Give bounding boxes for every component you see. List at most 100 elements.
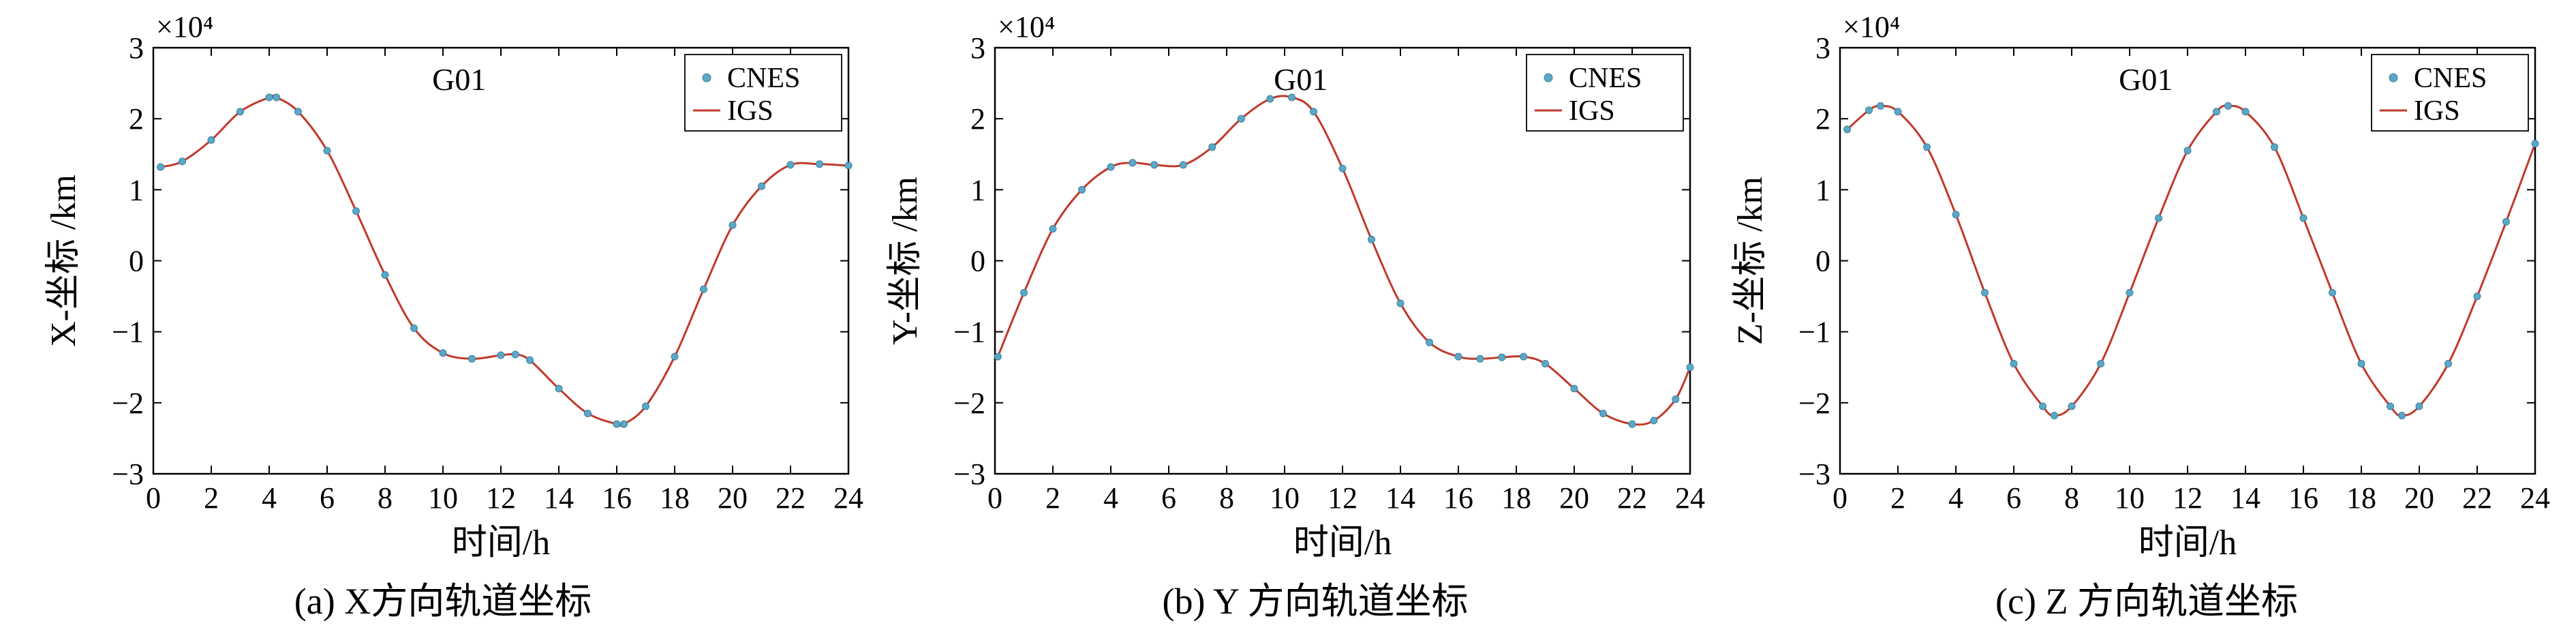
data-point-cnes (1498, 353, 1506, 361)
y-tick-label: 1 (129, 173, 144, 207)
data-point-cnes (844, 162, 853, 170)
x-tick-label: 2 (204, 481, 219, 515)
data-point-cnes (1396, 299, 1405, 307)
x-tick-label: 18 (660, 481, 690, 515)
data-point-cnes (786, 161, 795, 169)
x-tick-label: 16 (2288, 481, 2318, 515)
y-scale-label: ×10⁴ (1843, 10, 1900, 44)
data-point-cnes (1129, 159, 1137, 167)
x-tick-label: 18 (1501, 481, 1531, 515)
x-tick-label: 14 (544, 481, 574, 515)
y-tick-label: 2 (1815, 102, 1830, 136)
data-point-cnes (2183, 147, 2192, 155)
data-point-cnes (2241, 108, 2250, 116)
x-tick-label: 12 (486, 481, 516, 515)
data-point-cnes (2531, 140, 2539, 148)
data-point-cnes (179, 157, 186, 166)
x-tick-label: 22 (2462, 481, 2492, 515)
legend-marker-cnes (702, 73, 711, 82)
data-point-cnes (273, 93, 281, 102)
chart-panel-2: 0 2 4 6 8 10 12 14 16 18 20 22 24−3−2−10123×10⁴G01时间… (886, 10, 1705, 622)
legend-box (2371, 54, 2529, 132)
x-tick-label: 4 (262, 481, 277, 515)
data-point-cnes (816, 160, 823, 168)
data-point-cnes (1208, 143, 1216, 151)
series-points-cnes (157, 93, 853, 428)
legend-marker-cnes (2389, 73, 2398, 82)
x-tick-label: 0 (1833, 481, 1847, 515)
x-tick-label: 12 (1328, 481, 1358, 515)
data-point-cnes (1952, 211, 1960, 219)
data-point-cnes (2387, 402, 2394, 410)
y-scale-label: ×10⁴ (998, 10, 1055, 44)
y-axis-label: Y-坐标 /km (886, 177, 925, 345)
data-point-cnes (729, 221, 737, 229)
data-point-cnes (671, 352, 679, 361)
data-point-cnes (2473, 292, 2481, 301)
data-point-cnes (1686, 363, 1694, 372)
data-point-cnes (2329, 288, 2336, 297)
data-point-cnes (2097, 360, 2104, 367)
figure-caption: (c) Z 方向轨道坐标 (1995, 581, 2298, 622)
x-tick-label: 10 (2115, 481, 2145, 515)
data-point-cnes (497, 351, 505, 359)
legend-marker-cnes (1544, 73, 1553, 82)
x-tick-label: 6 (2006, 481, 2021, 515)
data-point-cnes (2357, 360, 2365, 367)
x-axis-label: 时间/h (1293, 524, 1392, 562)
x-tick-label: 14 (2230, 481, 2260, 515)
y-tick-label: −2 (953, 387, 985, 420)
x-tick-label: 0 (987, 481, 1002, 515)
data-point-cnes (2299, 214, 2307, 222)
data-point-cnes (642, 402, 649, 410)
data-point-cnes (555, 384, 563, 393)
x-tick-label: 24 (1675, 481, 1705, 515)
x-tick-label: 22 (776, 481, 806, 515)
data-point-cnes (2224, 102, 2232, 110)
data-point-cnes (1078, 185, 1086, 194)
data-point-cnes (1650, 417, 1658, 425)
x-tick-label: 6 (1161, 481, 1176, 515)
y-axis-label: Z-坐标 /km (1731, 177, 1770, 345)
y-tick-label: 1 (1815, 173, 1830, 207)
series-line-igs (1846, 104, 2536, 417)
data-point-cnes (468, 354, 476, 363)
data-point-cnes (700, 285, 707, 293)
chart-title: G01 (1274, 62, 1328, 97)
x-axis-label: 时间/h (2138, 524, 2237, 562)
data-point-cnes (294, 108, 302, 116)
y-tick-label: 0 (970, 245, 985, 278)
legend-label-cnes: CNES (1569, 63, 1642, 94)
data-point-cnes (2398, 412, 2406, 420)
data-point-cnes (1894, 108, 1902, 116)
x-tick-label: 4 (1948, 481, 1963, 515)
y-tick-label: 1 (970, 173, 985, 207)
data-point-cnes (584, 410, 592, 417)
series-line-igs (160, 94, 849, 427)
data-point-cnes (1542, 360, 1549, 367)
data-point-cnes (2126, 288, 2134, 297)
data-point-cnes (2415, 402, 2423, 410)
data-point-cnes (439, 349, 447, 357)
data-point-cnes (2155, 214, 2162, 222)
data-point-cnes (1672, 395, 1680, 404)
data-point-cnes (1454, 352, 1462, 361)
data-point-cnes (1237, 115, 1245, 123)
data-point-cnes (1843, 125, 1852, 134)
data-point-cnes (2039, 402, 2046, 410)
y-tick-label: −1 (953, 316, 985, 349)
y-axis-label: X-坐标 /km (44, 175, 83, 347)
data-point-cnes (2444, 360, 2452, 367)
legend-label-cnes: CNES (727, 63, 800, 94)
data-point-cnes (1310, 108, 1317, 116)
data-point-cnes (410, 324, 418, 332)
data-point-cnes (236, 108, 244, 116)
x-axis-label: 时间/h (452, 524, 550, 562)
x-tick-label: 22 (1617, 481, 1647, 515)
y-tick-label: 3 (1815, 31, 1830, 65)
data-point-cnes (2010, 360, 2018, 367)
data-point-cnes (2213, 108, 2220, 116)
y-tick-label: 2 (970, 102, 985, 136)
